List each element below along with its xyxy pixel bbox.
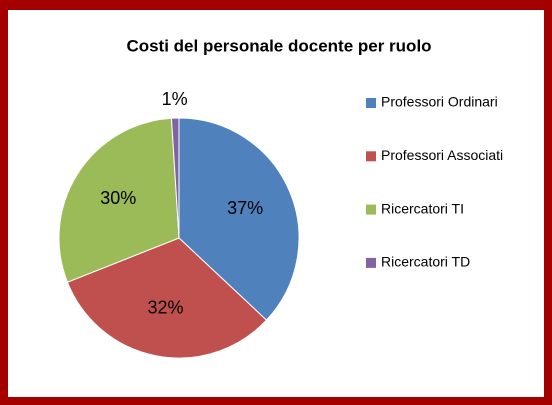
legend-swatch [366,204,376,215]
chart-title: Costi del personale docente per ruolo [126,36,431,55]
legend-swatch [366,98,376,108]
pie-slice [170,117,180,239]
legend-label: Professori Ordinari [381,94,498,110]
pie-slice [178,117,300,321]
legend-label: Ricercatori TI [381,200,464,216]
legend-label: Professori Associati [381,147,503,163]
legend-swatch [366,151,376,162]
data-label: 30% [100,188,136,208]
legend-label: Ricercatori TD [381,254,470,270]
data-label: 1% [162,89,188,109]
pie-slice [58,117,180,283]
pie-slice [66,237,268,359]
data-label: 37% [227,198,263,218]
data-label: 32% [147,297,183,317]
legend-swatch [366,257,376,268]
